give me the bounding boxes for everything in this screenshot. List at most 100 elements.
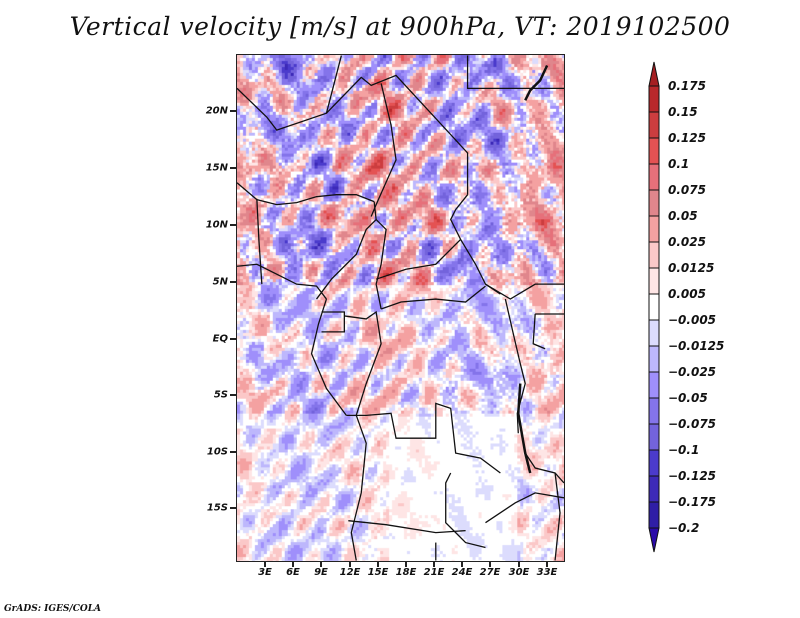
colorbar-label: 0.15 bbox=[668, 105, 698, 119]
ytick-label: 15S bbox=[206, 502, 228, 514]
border-egypt-sudan bbox=[466, 55, 564, 89]
colorbar-swatch bbox=[648, 215, 660, 243]
ytick-label: 10N bbox=[205, 219, 228, 231]
colorbar-swatch bbox=[648, 241, 660, 269]
colorbar-extend-min bbox=[648, 527, 660, 553]
colorbar-label: 0.075 bbox=[668, 183, 706, 197]
border-congo-drc bbox=[344, 310, 382, 416]
colorbar-label: −0.025 bbox=[668, 365, 717, 379]
xtick-mark bbox=[292, 562, 294, 567]
xtick-label: 3E bbox=[258, 567, 272, 578]
xtick-label: 30E bbox=[508, 567, 530, 578]
xtick-mark bbox=[264, 562, 266, 567]
border-coast-westafrica bbox=[237, 263, 327, 300]
colorbar-extend-max bbox=[648, 61, 660, 87]
colorbar-label: −0.1 bbox=[668, 443, 700, 457]
border-drc-angola-north bbox=[346, 402, 501, 474]
border-sudan-south bbox=[485, 283, 564, 300]
ytick-mark bbox=[230, 338, 236, 340]
xtick-label: 18E bbox=[395, 567, 417, 578]
colorbar-swatch bbox=[648, 163, 660, 191]
colorbar-label: 0.125 bbox=[668, 131, 706, 145]
colorbar-label: −0.175 bbox=[668, 495, 717, 509]
border-lake-nasser bbox=[524, 64, 549, 101]
ytick-mark bbox=[230, 281, 236, 283]
border-algeria bbox=[325, 55, 342, 114]
ytick-label: 15N bbox=[205, 162, 228, 174]
xtick-mark bbox=[433, 562, 435, 567]
xtick-label: 24E bbox=[451, 567, 473, 578]
colorbar-label: −0.075 bbox=[668, 417, 717, 431]
colorbar-swatch bbox=[648, 137, 660, 165]
colorbar-label: 0.025 bbox=[668, 235, 706, 249]
colorbar-label: −0.125 bbox=[668, 469, 717, 483]
border-libya-niger bbox=[237, 74, 469, 195]
ytick-mark bbox=[230, 110, 236, 112]
colorbar-swatch bbox=[648, 475, 660, 503]
border-angola-zambia bbox=[445, 472, 486, 549]
colorbar-swatch bbox=[648, 111, 660, 139]
ytick-label: 5S bbox=[213, 389, 228, 401]
colorbar-label: −0.2 bbox=[668, 521, 700, 535]
border-zambia bbox=[524, 452, 564, 484]
border-malawi bbox=[554, 472, 561, 561]
ytick-mark bbox=[230, 167, 236, 169]
country-borders bbox=[237, 55, 564, 561]
border-benin bbox=[256, 199, 263, 285]
xtick-mark bbox=[546, 562, 548, 567]
colorbar-swatch bbox=[648, 501, 660, 529]
border-nigeria-north bbox=[237, 182, 375, 206]
ytick-mark bbox=[230, 224, 236, 226]
xtick-mark bbox=[518, 562, 520, 567]
chart-title: Vertical velocity [m/s] at 900hPa, VT: 2… bbox=[69, 12, 731, 41]
ytick-label: 5N bbox=[212, 276, 228, 288]
xtick-mark bbox=[377, 562, 379, 567]
border-angola-coast bbox=[350, 415, 367, 561]
colorbar-swatch bbox=[648, 293, 660, 321]
xtick-label: 21E bbox=[423, 567, 445, 578]
colorbar-swatch bbox=[648, 267, 660, 295]
xtick-label: 15E bbox=[367, 567, 389, 578]
colorbar-label: 0.0125 bbox=[668, 261, 715, 275]
ytick-label: EQ bbox=[212, 333, 228, 345]
colorbar-label: −0.005 bbox=[668, 313, 717, 327]
colorbar-label: 0.1 bbox=[668, 157, 690, 171]
colorbar-label: 0.175 bbox=[668, 79, 706, 93]
xtick-mark bbox=[320, 562, 322, 567]
colorbar-swatch bbox=[648, 189, 660, 217]
colorbar-swatch bbox=[648, 423, 660, 451]
ytick-label: 10S bbox=[206, 446, 228, 458]
xtick-mark bbox=[405, 562, 407, 567]
colorbar-swatch bbox=[648, 345, 660, 373]
xtick-mark bbox=[489, 562, 491, 567]
grads-credit: GrADS: IGES/COLA bbox=[4, 604, 102, 614]
colorbar-swatch bbox=[648, 449, 660, 477]
xtick-label: 27E bbox=[479, 567, 501, 578]
border-car-south bbox=[375, 238, 462, 280]
border-nigeria-cameroon bbox=[315, 201, 377, 300]
vertical-velocity-field bbox=[237, 55, 564, 561]
ytick-mark bbox=[230, 394, 236, 396]
border-angola-namibia bbox=[348, 520, 466, 534]
colorbar-swatch bbox=[648, 397, 660, 425]
xtick-mark bbox=[349, 562, 351, 567]
xtick-mark bbox=[461, 562, 463, 567]
border-car-drc bbox=[380, 285, 486, 310]
colorbar-swatch bbox=[648, 319, 660, 347]
border-niger-chad bbox=[370, 83, 397, 217]
ytick-label: 20N bbox=[205, 105, 228, 117]
border-lake-tanganyika bbox=[517, 383, 532, 474]
colorbar bbox=[648, 61, 660, 553]
colorbar-label: 0.05 bbox=[668, 209, 698, 223]
colorbar-swatch bbox=[648, 85, 660, 113]
ytick-mark bbox=[230, 451, 236, 453]
xtick-label: 6E bbox=[286, 567, 300, 578]
colorbar-swatch bbox=[648, 371, 660, 399]
border-eq-guinea bbox=[321, 311, 345, 333]
border-uganda bbox=[532, 313, 564, 350]
border-chad-sudan bbox=[449, 194, 501, 295]
xtick-label: 9E bbox=[314, 567, 328, 578]
map-plot-area bbox=[236, 54, 565, 562]
colorbar-label: −0.0125 bbox=[668, 339, 725, 353]
colorbar-label: 0.005 bbox=[668, 287, 706, 301]
